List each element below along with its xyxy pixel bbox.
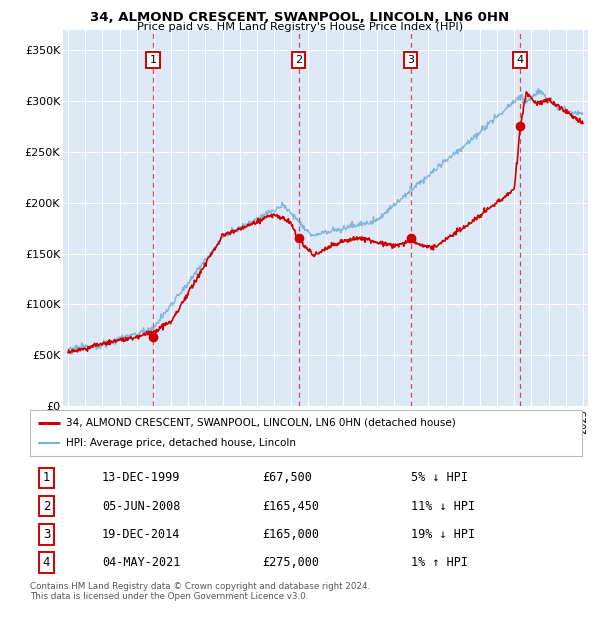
Text: 34, ALMOND CRESCENT, SWANPOOL, LINCOLN, LN6 0HN: 34, ALMOND CRESCENT, SWANPOOL, LINCOLN, … (91, 11, 509, 24)
Text: 4: 4 (43, 556, 50, 569)
Text: Contains HM Land Registry data © Crown copyright and database right 2024.
This d: Contains HM Land Registry data © Crown c… (30, 582, 370, 601)
Text: 34, ALMOND CRESCENT, SWANPOOL, LINCOLN, LN6 0HN (detached house): 34, ALMOND CRESCENT, SWANPOOL, LINCOLN, … (66, 418, 455, 428)
Text: £165,450: £165,450 (262, 500, 319, 513)
Text: 5% ↓ HPI: 5% ↓ HPI (411, 471, 468, 484)
Text: £165,000: £165,000 (262, 528, 319, 541)
Text: £275,000: £275,000 (262, 556, 319, 569)
Text: 1: 1 (43, 471, 50, 484)
Text: 05-JUN-2008: 05-JUN-2008 (102, 500, 180, 513)
Text: £67,500: £67,500 (262, 471, 312, 484)
Text: 1: 1 (149, 55, 157, 65)
Text: 19% ↓ HPI: 19% ↓ HPI (411, 528, 475, 541)
Text: HPI: Average price, detached house, Lincoln: HPI: Average price, detached house, Linc… (66, 438, 296, 448)
Text: 04-MAY-2021: 04-MAY-2021 (102, 556, 180, 569)
Text: 11% ↓ HPI: 11% ↓ HPI (411, 500, 475, 513)
Text: Price paid vs. HM Land Registry's House Price Index (HPI): Price paid vs. HM Land Registry's House … (137, 22, 463, 32)
Text: 2: 2 (43, 500, 50, 513)
Text: 2: 2 (295, 55, 302, 65)
Text: 1% ↑ HPI: 1% ↑ HPI (411, 556, 468, 569)
Text: 13-DEC-1999: 13-DEC-1999 (102, 471, 180, 484)
Text: 3: 3 (43, 528, 50, 541)
Text: 19-DEC-2014: 19-DEC-2014 (102, 528, 180, 541)
Text: 4: 4 (517, 55, 524, 65)
Text: 3: 3 (407, 55, 414, 65)
